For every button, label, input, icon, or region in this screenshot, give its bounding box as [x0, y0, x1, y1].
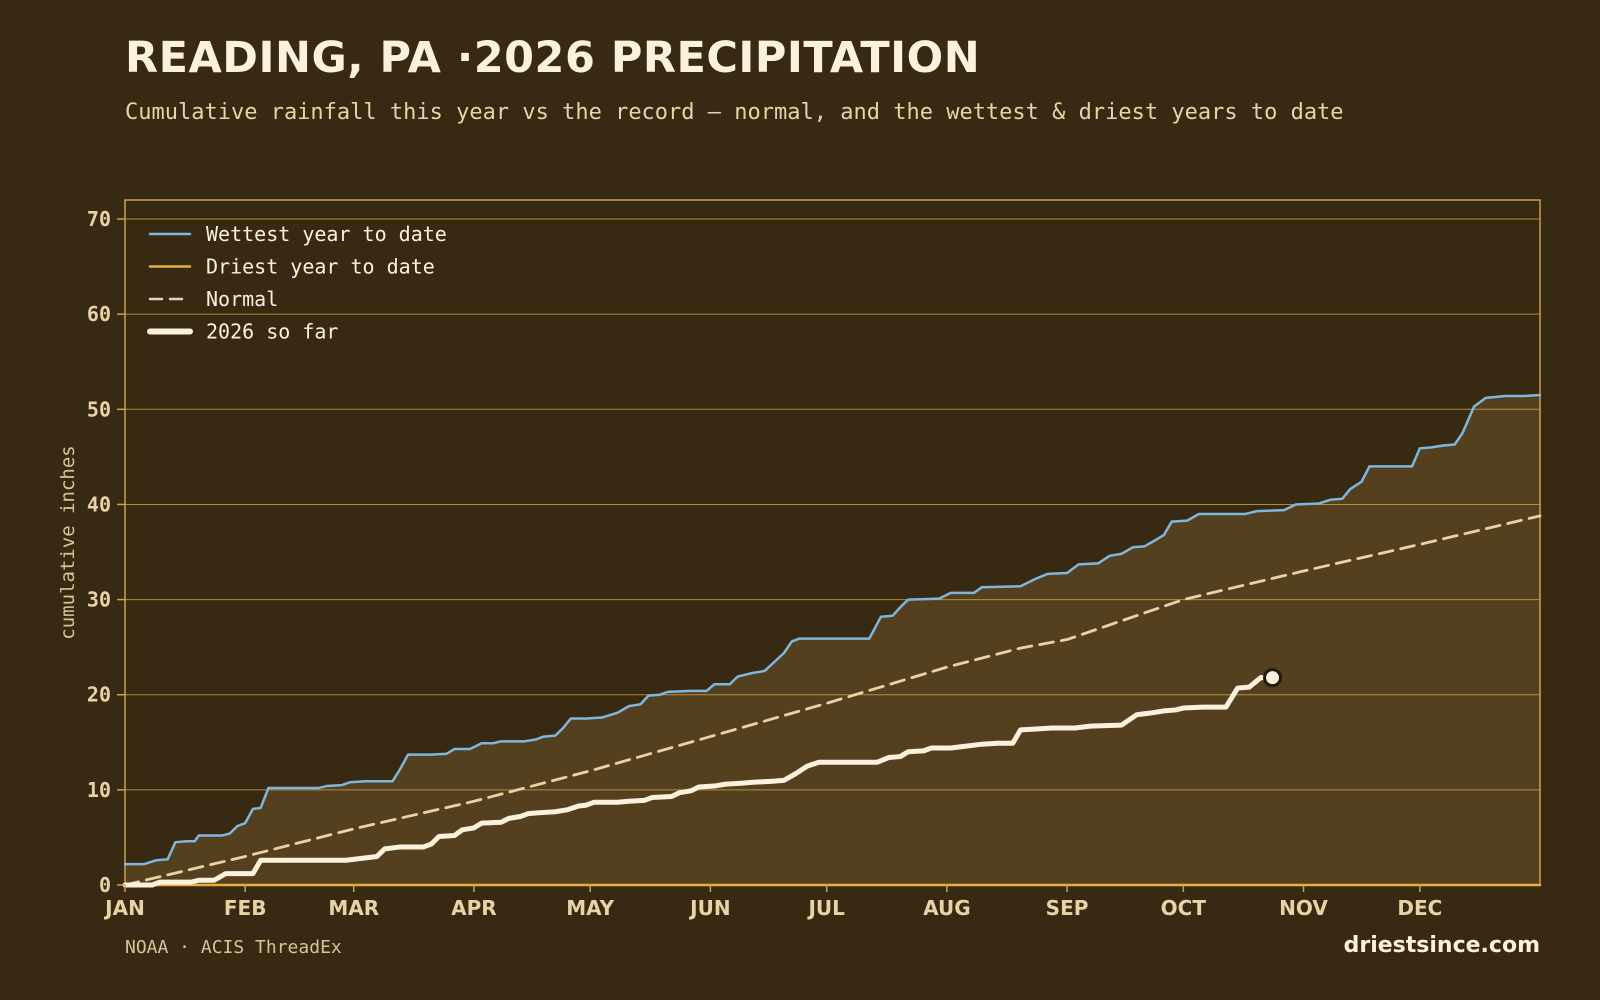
y-tick-label: 20 — [87, 683, 111, 707]
legend-label: Normal — [206, 287, 278, 311]
x-tick-label-feb: FEB — [224, 896, 267, 920]
y-tick-label: 10 — [87, 778, 111, 802]
legend-label: Driest year to date — [206, 255, 435, 279]
y-tick-label: 60 — [87, 302, 111, 326]
x-tick-label-mar: MAR — [328, 896, 379, 920]
data-source: NOAA · ACIS ThreadEx — [125, 937, 342, 958]
x-tick-label-nov: NOV — [1279, 896, 1328, 920]
legend-label: 2026 so far — [206, 320, 338, 344]
page-title: READING, PA ·2026 PRECIPITATION — [125, 33, 981, 83]
brand-link[interactable]: driestsince.com — [1343, 933, 1540, 958]
current-point-marker — [1263, 668, 1283, 688]
tick-layer: 0 10 20 30 40 50 60 70 JAN FEB MAR APR MAY JUN JUL AUG S… — [87, 207, 1442, 920]
page-subtitle: Cumulative rainfall this year vs the rec… — [125, 100, 1344, 125]
x-tick-label-jul: JUL — [806, 896, 845, 920]
record-range-band — [125, 395, 1540, 885]
legend-label: Wettest year to date — [206, 222, 447, 246]
legend: Wettest year to date Driest year to date N… — [147, 222, 447, 344]
series-line-wettest-year-to-date — [123, 393, 1542, 866]
series-line-2026-so-far — [122, 675, 1276, 888]
x-tick-label-oct: OCT — [1161, 896, 1207, 920]
y-axis-label: cumulative inches — [57, 445, 79, 639]
x-tick-label-may: MAY — [566, 896, 614, 920]
x-tick-label-jun: JUN — [688, 896, 730, 920]
y-tick-label: 0 — [99, 873, 111, 897]
x-tick-label-sep: SEP — [1046, 896, 1089, 920]
series-line-normal — [123, 514, 1542, 887]
y-tick-label: 70 — [87, 207, 111, 231]
x-tick-label-aug: AUG — [923, 896, 971, 920]
x-tick-label-apr: APR — [451, 896, 497, 920]
x-tick-label-jan: JAN — [103, 896, 145, 920]
grid-layer — [125, 218, 1540, 886]
y-tick-label: 30 — [87, 588, 111, 612]
y-tick-label: 40 — [87, 492, 111, 516]
record-band-layer — [125, 395, 1540, 885]
x-tick-label-dec: DEC — [1397, 896, 1442, 920]
y-tick-label: 50 — [87, 397, 111, 421]
